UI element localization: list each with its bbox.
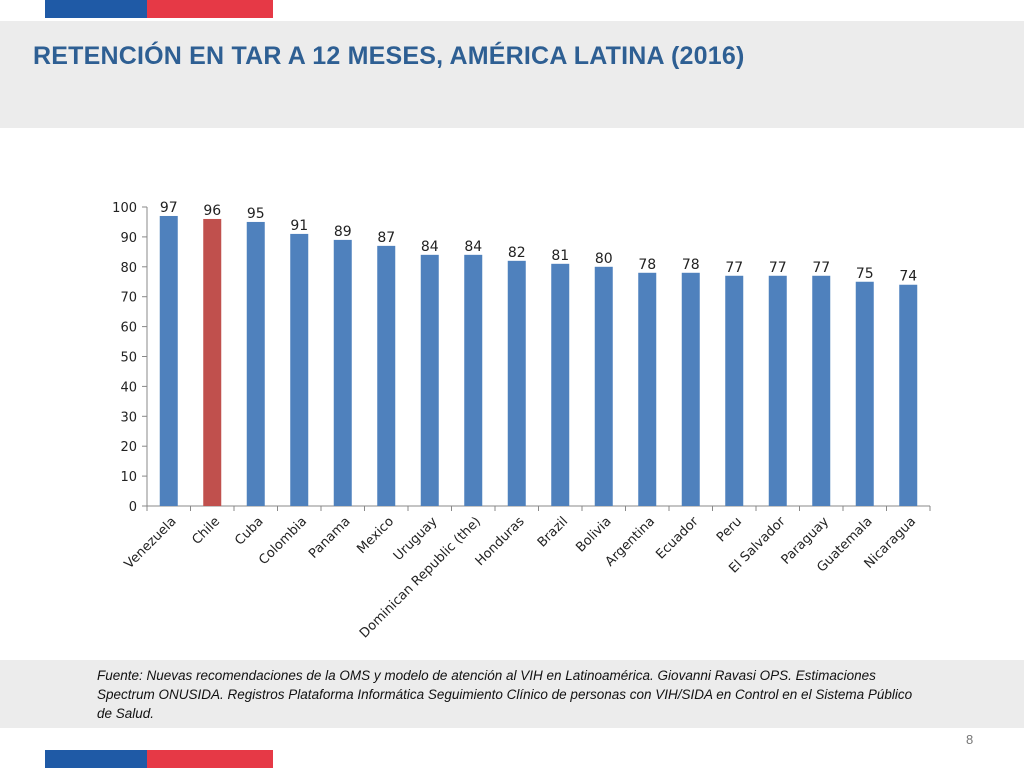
data-label: 80 (595, 251, 613, 267)
source-note: Fuente: Nuevas recomendaciones de la OMS… (97, 668, 913, 721)
x-tick-label: Bolivia (573, 514, 614, 555)
y-tick-label: 0 (129, 500, 137, 515)
data-label: 74 (899, 269, 917, 285)
y-tick-label: 70 (120, 291, 137, 306)
data-label: 77 (769, 260, 787, 276)
data-label: 95 (247, 206, 265, 222)
data-label: 82 (508, 245, 526, 261)
slide-title: RETENCIÓN EN TAR A 12 MESES, AMÉRICA LAT… (33, 42, 745, 70)
flag-red-segment (147, 0, 273, 18)
data-label: 96 (203, 203, 221, 219)
data-label: 97 (160, 200, 178, 216)
bar (420, 254, 439, 506)
bar (203, 218, 222, 506)
data-label: 87 (377, 230, 395, 246)
header-band (0, 21, 1024, 128)
x-tick-label: Venezuela (122, 514, 180, 572)
x-tick-label: Ecuador (653, 514, 702, 563)
bar (638, 272, 657, 506)
bar (551, 263, 570, 506)
y-tick-label: 30 (120, 410, 137, 425)
y-tick-label: 40 (120, 380, 137, 395)
y-tick-label: 80 (120, 261, 137, 276)
flag-blue-segment (45, 750, 147, 768)
x-tick-label: Cuba (232, 514, 266, 548)
flag-stripe-bottom (45, 750, 273, 768)
x-tick-label: Chile (189, 514, 223, 548)
page-number: 8 (966, 732, 974, 747)
x-tick-label: Brazil (535, 514, 571, 550)
bar (159, 215, 178, 506)
bar (594, 266, 613, 506)
x-tick-label: Peru (714, 514, 745, 545)
bar (246, 221, 265, 506)
x-tick-label: Mexico (354, 514, 397, 557)
footer-band (0, 660, 1024, 728)
data-label: 84 (421, 239, 439, 255)
flag-stripe-top (45, 0, 273, 18)
bar (507, 260, 526, 506)
bar (464, 254, 483, 506)
bar (681, 272, 700, 506)
data-label: 75 (856, 266, 874, 282)
bar (855, 281, 874, 506)
y-tick-label: 50 (120, 351, 137, 366)
data-label: 84 (464, 239, 482, 255)
flag-blue-segment (45, 0, 147, 18)
data-label: 89 (334, 224, 352, 240)
y-tick-label: 20 (120, 440, 137, 455)
data-label: 77 (725, 260, 743, 276)
bar (768, 275, 787, 506)
y-tick-label: 10 (120, 470, 137, 485)
bar (725, 275, 744, 506)
flag-red-segment (147, 750, 273, 768)
x-tick-label: Colombia (256, 514, 310, 568)
data-label: 81 (551, 248, 569, 264)
bar (290, 233, 309, 506)
bar-chart: 0 10 20 30 40 50 60 70 80 90 100 97 Venezuela 96 Chile… (112, 200, 931, 641)
data-label: 78 (638, 257, 656, 273)
y-tick-label: 90 (120, 231, 137, 246)
data-label: 78 (682, 257, 700, 273)
bar (377, 245, 396, 506)
x-tick-label: Panama (306, 514, 353, 561)
bar (812, 275, 831, 506)
y-tick-label: 100 (112, 201, 137, 216)
bar (899, 284, 918, 506)
bar (333, 239, 352, 506)
data-label: 77 (812, 260, 830, 276)
data-label: 91 (290, 218, 308, 234)
y-tick-label: 60 (120, 321, 137, 336)
